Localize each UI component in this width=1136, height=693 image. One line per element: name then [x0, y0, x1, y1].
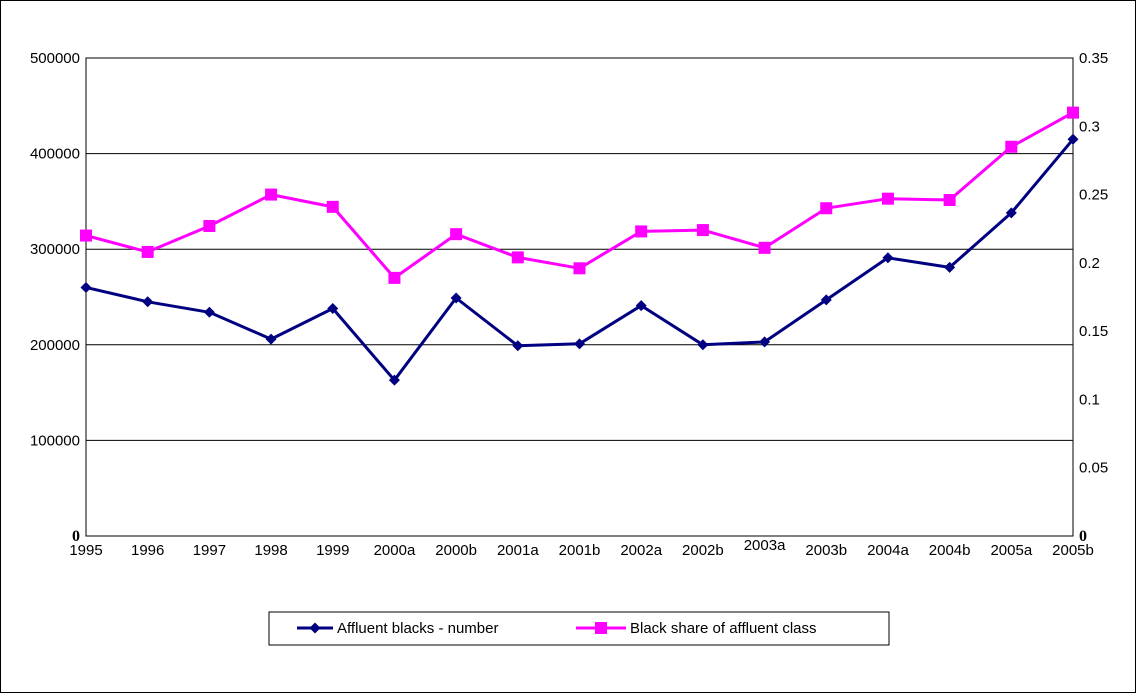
left-axis-tick-label: 400000	[30, 146, 80, 163]
x-axis-tick-label: 2000a	[374, 542, 416, 559]
data-point	[142, 296, 154, 308]
legend-marker	[595, 622, 607, 634]
data-point	[758, 241, 771, 254]
x-axis-tick-label: 2001a	[497, 542, 539, 559]
data-point	[574, 338, 585, 350]
legend-label: Affluent blacks - number	[337, 620, 498, 637]
data-point	[1067, 133, 1079, 145]
right-axis-tick-label: 0.05	[1079, 460, 1108, 477]
data-point	[388, 374, 400, 386]
data-point	[511, 251, 524, 264]
data-point	[820, 294, 832, 306]
right-axis-tick-label: 0.25	[1079, 187, 1108, 204]
x-axis-tick-label: 1995	[69, 542, 102, 559]
data-point	[635, 300, 647, 312]
data-point	[881, 192, 894, 205]
gridlines	[86, 153, 1073, 441]
right-axis-tick-label: 0.15	[1079, 323, 1108, 340]
x-axis-tick-labels: 1995 1996 1997 1998 1999 2000a 2000b 2001a 2001b…	[69, 537, 1094, 559]
data-point	[1067, 106, 1079, 119]
x-axis-tick-label: 2003b	[805, 542, 847, 559]
data-point	[450, 292, 462, 304]
data-point	[820, 202, 833, 215]
left-axis-tick-label: 300000	[30, 241, 80, 258]
right-axis-tick-label: 0.35	[1079, 50, 1108, 67]
right-axis-tick-labels: 0 0.05 0.1 0.15 0.2 0.25 0.3 0.35	[1079, 50, 1108, 545]
series-2	[80, 106, 1079, 284]
data-point	[141, 245, 154, 258]
data-point	[327, 302, 339, 314]
data-point	[450, 228, 463, 241]
right-axis-tick-label: 0.1	[1079, 391, 1100, 408]
left-axis-tick-label: 100000	[30, 432, 80, 449]
data-point	[80, 281, 92, 293]
data-point	[697, 339, 709, 351]
right-axis-tick-label: 0.3	[1079, 118, 1100, 135]
x-axis-tick-label: 1999	[316, 542, 349, 559]
x-axis-tick-label: 2002a	[620, 542, 662, 559]
plot-area-border	[85, 57, 1074, 537]
data-point	[203, 219, 216, 232]
legend-item: Black share of affluent class	[576, 620, 817, 637]
left-axis-tick-label: 500000	[30, 50, 80, 67]
data-point	[635, 225, 648, 238]
data-point	[80, 229, 92, 242]
x-axis-tick-label: 2004b	[929, 542, 971, 559]
data-point	[696, 224, 709, 237]
data-point	[573, 262, 586, 275]
data-point	[882, 252, 894, 264]
left-axis-tick-label: 0	[72, 528, 80, 545]
x-axis-tick-label: 1996	[131, 542, 164, 559]
series-1	[80, 133, 1079, 386]
legend-item: Affluent blacks - number	[297, 620, 498, 637]
data-point	[944, 261, 956, 273]
legend-label: Black share of affluent class	[630, 620, 817, 637]
x-axis-tick-label: 2003a	[744, 537, 786, 554]
data-point	[265, 333, 277, 345]
x-axis-tick-label: 2001b	[559, 542, 601, 559]
x-axis-tick-label: 2005b	[1052, 542, 1094, 559]
left-axis-tick-label: 200000	[30, 337, 80, 354]
legend: Affluent blacks - number Black share of a…	[268, 611, 890, 646]
legend-marker	[309, 622, 321, 634]
data-point	[759, 336, 771, 348]
x-axis-tick-label: 2002b	[682, 542, 724, 559]
data-point	[326, 200, 339, 213]
data-point	[265, 188, 278, 201]
data-point	[1005, 207, 1017, 219]
data-point	[943, 194, 956, 207]
right-axis-tick-label: 0	[1079, 528, 1087, 545]
left-axis-tick-labels: 0 100000 200000 300000 400000 500000	[30, 50, 80, 545]
data-point	[203, 306, 215, 318]
data-point	[1005, 140, 1018, 153]
series-layer	[80, 106, 1079, 386]
x-axis-tick-label: 2004a	[867, 542, 909, 559]
data-point	[512, 340, 524, 352]
x-axis-tick-label: 1997	[193, 542, 226, 559]
x-axis-tick-label: 2000b	[435, 542, 477, 559]
x-axis-tick-label: 1998	[254, 542, 287, 559]
x-axis-tick-label: 2005a	[990, 542, 1032, 559]
right-axis-tick-label: 0.2	[1079, 255, 1100, 272]
data-point	[388, 271, 401, 284]
